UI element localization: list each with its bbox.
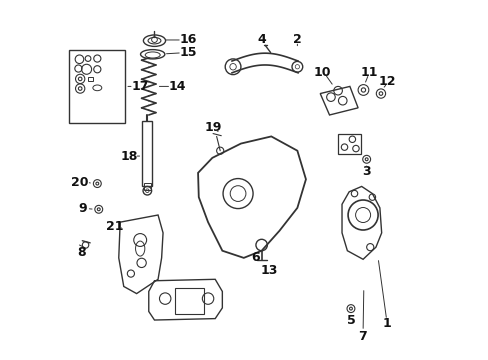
Text: 4: 4 [257, 33, 265, 46]
Text: 11: 11 [359, 66, 377, 78]
Text: 19: 19 [204, 121, 221, 134]
Text: 21: 21 [106, 220, 123, 233]
Bar [144, 183, 150, 190]
Text: 8: 8 [77, 246, 85, 258]
Bar [142, 121, 152, 186]
Text: 2: 2 [292, 33, 301, 46]
Text: 16: 16 [179, 33, 196, 46]
Text: 9: 9 [79, 202, 87, 215]
Text: 18: 18 [121, 149, 138, 163]
Bar [69, 50, 124, 123]
Text: 6: 6 [250, 251, 259, 264]
Bar [337, 134, 360, 154]
Text: 1: 1 [382, 317, 391, 330]
Text: 15: 15 [179, 46, 196, 59]
Text: 10: 10 [313, 66, 330, 78]
Text: 5: 5 [346, 314, 355, 327]
Text: 3: 3 [362, 165, 370, 177]
Text: 7: 7 [357, 330, 366, 343]
Text: 17: 17 [131, 80, 149, 93]
Bar [175, 288, 203, 314]
Text: 13: 13 [260, 264, 277, 276]
Text: 12: 12 [378, 75, 395, 88]
Bar [88, 77, 93, 81]
Text: 14: 14 [168, 80, 186, 93]
Text: 20: 20 [71, 176, 89, 189]
